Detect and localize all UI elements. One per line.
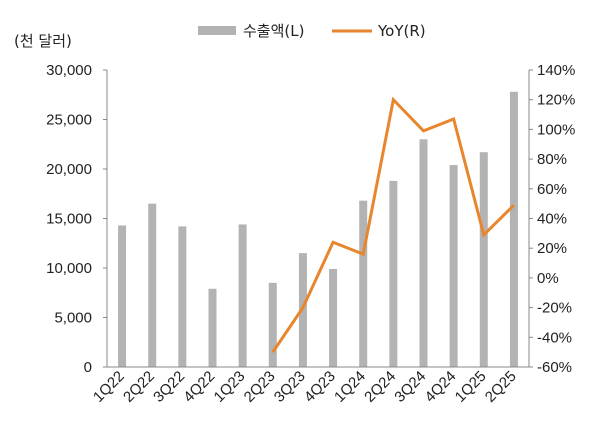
line-series [271,96,515,353]
right-tick-label: 80% [537,151,567,168]
x-tick-label: 3Q23 [271,368,309,406]
x-tick-label: 1Q23 [210,368,248,406]
x-tick-label: 2Q23 [241,368,279,406]
left-tick-label: 5,000 [54,310,92,327]
legend-bar-swatch [198,26,236,35]
legend-bar-label: 수출액(L) [243,22,304,40]
legend-line-label: YoY(R) [377,22,426,40]
right-tick-label: -60% [537,359,572,376]
left-tick-label: 10,000 [46,260,92,277]
bar-2Q24 [389,180,398,367]
right-tick-label: -40% [537,329,572,346]
axes [103,69,533,368]
left-tick-label: 0 [84,359,92,376]
left-tick-label: 20,000 [46,161,92,178]
right-tick-label: 20% [537,240,567,257]
right-tick-label: 140% [537,62,575,79]
bar-2Q22 [148,203,157,367]
right-tick-label: 120% [537,92,575,109]
x-axis-ticks: 1Q222Q223Q224Q221Q232Q233Q234Q231Q242Q24… [90,368,520,406]
bar-1Q25 [479,152,488,367]
right-tick-label: 100% [537,121,575,138]
x-tick-label: 2Q25 [482,368,520,406]
x-tick-label: 3Q24 [391,368,429,406]
bar-4Q22 [208,288,217,367]
right-tick-label: 40% [537,211,567,228]
bar-2Q23 [268,282,277,367]
x-tick-label: 2Q24 [361,368,399,406]
bar-1Q23 [238,224,247,367]
bar-2Q25 [509,91,518,367]
bar-3Q24 [419,139,428,367]
x-tick-label: 1Q24 [331,368,369,406]
x-tick-label: 4Q24 [421,368,459,406]
legend: 수출액(L) YoY(R) [198,22,426,40]
x-tick-label: 3Q22 [150,368,188,406]
right-tick-label: -20% [537,300,572,317]
left-axis-unit-label: (천 달러) [14,32,72,50]
left-axis-ticks: 0 5,000 10,000 15,000 20,000 25,000 30,000 [46,62,92,376]
left-tick-label: 30,000 [46,62,92,79]
bar-1Q22 [118,225,127,367]
right-tick-label: 60% [537,181,567,198]
bar-4Q24 [449,165,458,367]
right-tick-label: 0% [537,270,559,287]
bar-3Q22 [178,226,187,367]
x-tick-label: 1Q22 [90,368,128,406]
bar-1Q24 [359,200,368,367]
x-tick-label: 4Q23 [301,368,339,406]
left-tick-label: 25,000 [46,112,92,129]
x-tick-label: 2Q22 [120,368,158,406]
x-tick-label: 1Q25 [452,368,490,406]
left-tick-label: 15,000 [46,211,92,228]
x-tick-label: 4Q22 [180,368,218,406]
bar-4Q23 [329,268,338,367]
right-axis-ticks: -60% -40% -20% 0% 20% 40% 60% 80% 100% 120% 140% [537,62,575,376]
